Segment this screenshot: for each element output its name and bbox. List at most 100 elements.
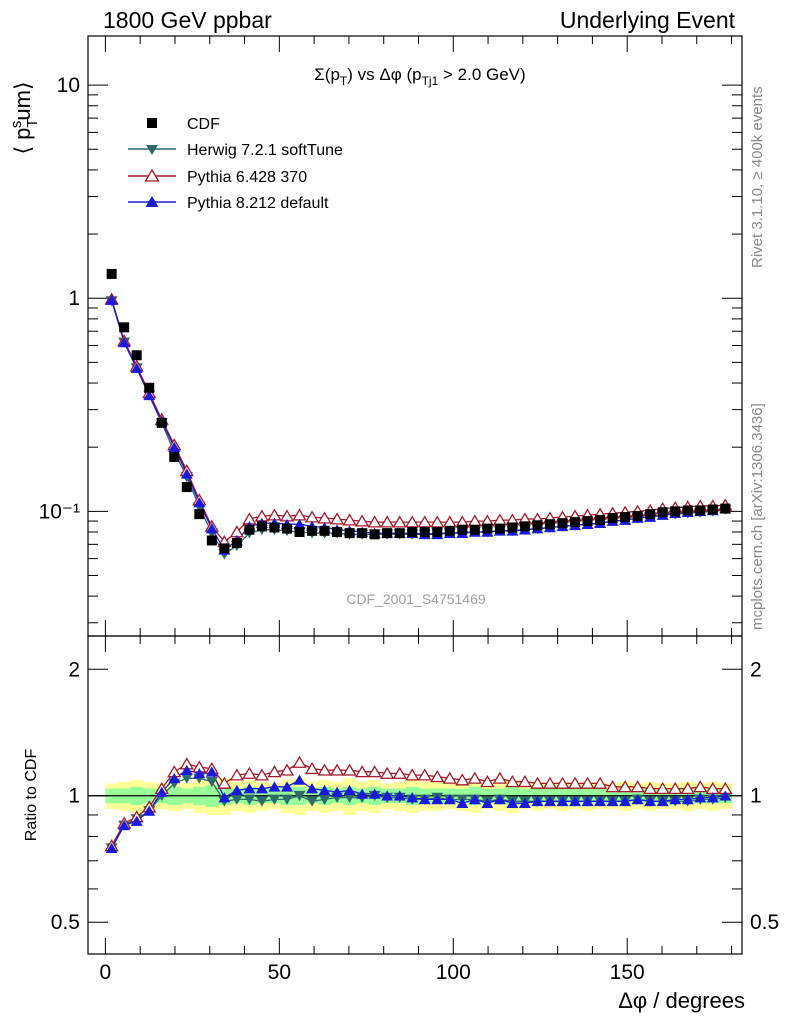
data-point-cdf xyxy=(532,520,543,531)
data-point-cdf xyxy=(419,526,430,537)
legend-marker-herwig xyxy=(146,145,158,155)
x-tick-label: 100 xyxy=(436,961,471,984)
x-tick-label: 0 xyxy=(100,961,112,984)
data-point-cdf xyxy=(482,523,493,534)
data-point-pythia-8-212-default xyxy=(356,788,369,799)
main-plot-ticks xyxy=(88,36,742,636)
x-tick-label: 50 xyxy=(268,961,291,984)
legend-entry-pythia6: Pythia 6.428 370 xyxy=(128,168,307,186)
data-point-cdf xyxy=(307,525,318,536)
data-point-cdf xyxy=(294,526,305,537)
ratio-plot-frame xyxy=(87,635,743,955)
data-point-pythia-6-428-370 xyxy=(405,768,420,781)
data-point-cdf xyxy=(507,522,518,533)
data-point-pythia-6-428-370 xyxy=(317,763,332,776)
main-ylabel: ⟨ pTsum⟩ xyxy=(8,81,41,154)
data-point-pythia-8-212-default xyxy=(681,794,694,805)
ratio-ylabel: Ratio to CDF xyxy=(23,749,40,842)
data-point-pythia-6-428-370 xyxy=(668,781,683,795)
data-point-pythia-8-212-default xyxy=(656,795,669,807)
data-point-herwig-7-2-1-softtune xyxy=(280,794,293,805)
data-point-pythia-6-428-370 xyxy=(229,768,245,781)
data-point-pythia-8-212-default xyxy=(255,783,268,794)
data-point-pythia-8-212-default xyxy=(481,797,494,808)
data-point-pythia-6-428-370 xyxy=(329,512,345,525)
header-right: Underlying Event xyxy=(560,7,736,33)
data-point-pythia-8-212-default xyxy=(393,790,406,801)
data-point-pythia-8-212-default xyxy=(443,794,456,805)
data-point-pythia-6-428-370 xyxy=(580,776,595,789)
data-point-pythia-8-212-default xyxy=(569,795,582,807)
data-point-pythia-6-428-370 xyxy=(417,515,432,528)
data-point-cdf xyxy=(632,511,643,522)
data-point-pythia-8-212-default xyxy=(543,795,556,807)
data-point-pythia-8-212-default xyxy=(105,294,118,305)
data-point-pythia-8-212-default xyxy=(230,784,243,796)
main-ytick-label: 10 xyxy=(57,74,80,97)
data-point-pythia-8-212-default xyxy=(193,497,206,508)
data-point-pythia-6-428-370 xyxy=(380,766,395,779)
data-point-pythia-8-212-default xyxy=(431,794,444,805)
data-point-cdf xyxy=(607,513,618,524)
data-point-pythia-8-212-default xyxy=(143,389,156,401)
ratio-ytick-label-right: 2 xyxy=(750,658,762,681)
data-point-pythia-8-212-default xyxy=(193,768,206,779)
data-point-pythia-8-212-default xyxy=(381,790,394,801)
data-point-pythia-6-428-370 xyxy=(405,515,420,528)
data-point-pythia-6-428-370 xyxy=(242,766,257,779)
data-point-cdf xyxy=(444,525,455,536)
data-point-pythia-8-212-default xyxy=(155,786,168,797)
main-ytick-label: 1 xyxy=(68,287,80,310)
main-plot-panel: 10 1 10⁻¹ ⟨ pTsum⟩ Σ(pT) vs Δφ (pTj1 > 2.0… xyxy=(8,35,743,637)
data-point-pythia-6-428-370 xyxy=(467,771,482,784)
data-point-herwig-7-2-1-softtune xyxy=(268,794,281,805)
data-point-pythia-6-428-370 xyxy=(480,775,495,788)
data-point-pythia-6-428-370 xyxy=(643,781,658,795)
data-point-cdf xyxy=(570,517,581,528)
data-point-cdf xyxy=(206,535,217,546)
legend-marker-pythia6 xyxy=(144,168,160,182)
data-point-pythia-6-428-370 xyxy=(217,776,232,789)
data-point-pythia-6-428-370 xyxy=(592,776,608,789)
data-point-pythia-6-428-370 xyxy=(693,780,708,793)
data-point-pythia-8-212-default xyxy=(694,792,707,803)
ratio-ytick-label-right: 1 xyxy=(750,785,762,808)
data-point-pythia-8-212-default xyxy=(331,786,344,797)
data-point-pythia-8-212-default xyxy=(218,792,231,803)
data-point-pythia-6-428-370 xyxy=(555,776,570,789)
data-point-pythia-8-212-default xyxy=(556,795,569,807)
data-point-pythia-8-212-default xyxy=(506,797,519,808)
data-point-pythia-8-212-default xyxy=(644,795,657,807)
main-title: Σ(pT) vs Δφ (pTj1 > 2.0 GeV) xyxy=(314,65,525,88)
data-point-pythia-6-428-370 xyxy=(630,780,645,793)
data-point-pythia-8-212-default xyxy=(293,774,306,785)
data-point-pythia-6-428-370 xyxy=(354,514,370,527)
data-point-pythia-8-212-default xyxy=(719,790,732,801)
data-point-herwig-7-2-1-softtune xyxy=(230,794,243,805)
data-point-pythia-8-212-default xyxy=(168,441,181,452)
data-point-pythia-8-212-default xyxy=(669,794,682,805)
data-point-pythia-8-212-default xyxy=(706,792,719,803)
data-point-cdf xyxy=(695,505,706,516)
data-point-pythia-8-212-default xyxy=(280,781,293,792)
data-point-cdf xyxy=(457,524,468,535)
data-point-pythia-6-428-370 xyxy=(442,771,457,784)
data-point-pythia-6-428-370 xyxy=(430,515,445,528)
data-point-pythia-8-212-default xyxy=(581,795,594,807)
data-point-pythia-6-428-370 xyxy=(417,768,432,781)
data-point-pythia-8-212-default xyxy=(168,772,181,784)
data-point-cdf xyxy=(394,528,405,539)
data-point-pythia-8-212-default xyxy=(130,815,143,826)
data-point-pythia-6-428-370 xyxy=(542,776,558,789)
legend: CDF Herwig 7.2.1 softTune Pythia 6.428 3… xyxy=(128,116,343,212)
data-point-herwig-7-2-1-softtune xyxy=(205,776,218,788)
data-point-pythia-8-212-default xyxy=(205,523,218,534)
x-axis-label: Δφ / degrees xyxy=(618,988,745,1013)
data-point-cdf xyxy=(256,521,267,532)
ratio-plot-panel: 0.5 0.5 1 1 2 2 0 50 100 150 Ratio to CDF Δφ / d… xyxy=(23,635,779,1013)
data-point-pythia-6-428-370 xyxy=(655,781,670,795)
data-point-cdf xyxy=(670,506,681,517)
ratio-ytick-label: 2 xyxy=(68,658,80,681)
data-point-pythia-6-428-370 xyxy=(254,768,270,781)
data-point-pythia-6-428-370 xyxy=(367,515,382,528)
